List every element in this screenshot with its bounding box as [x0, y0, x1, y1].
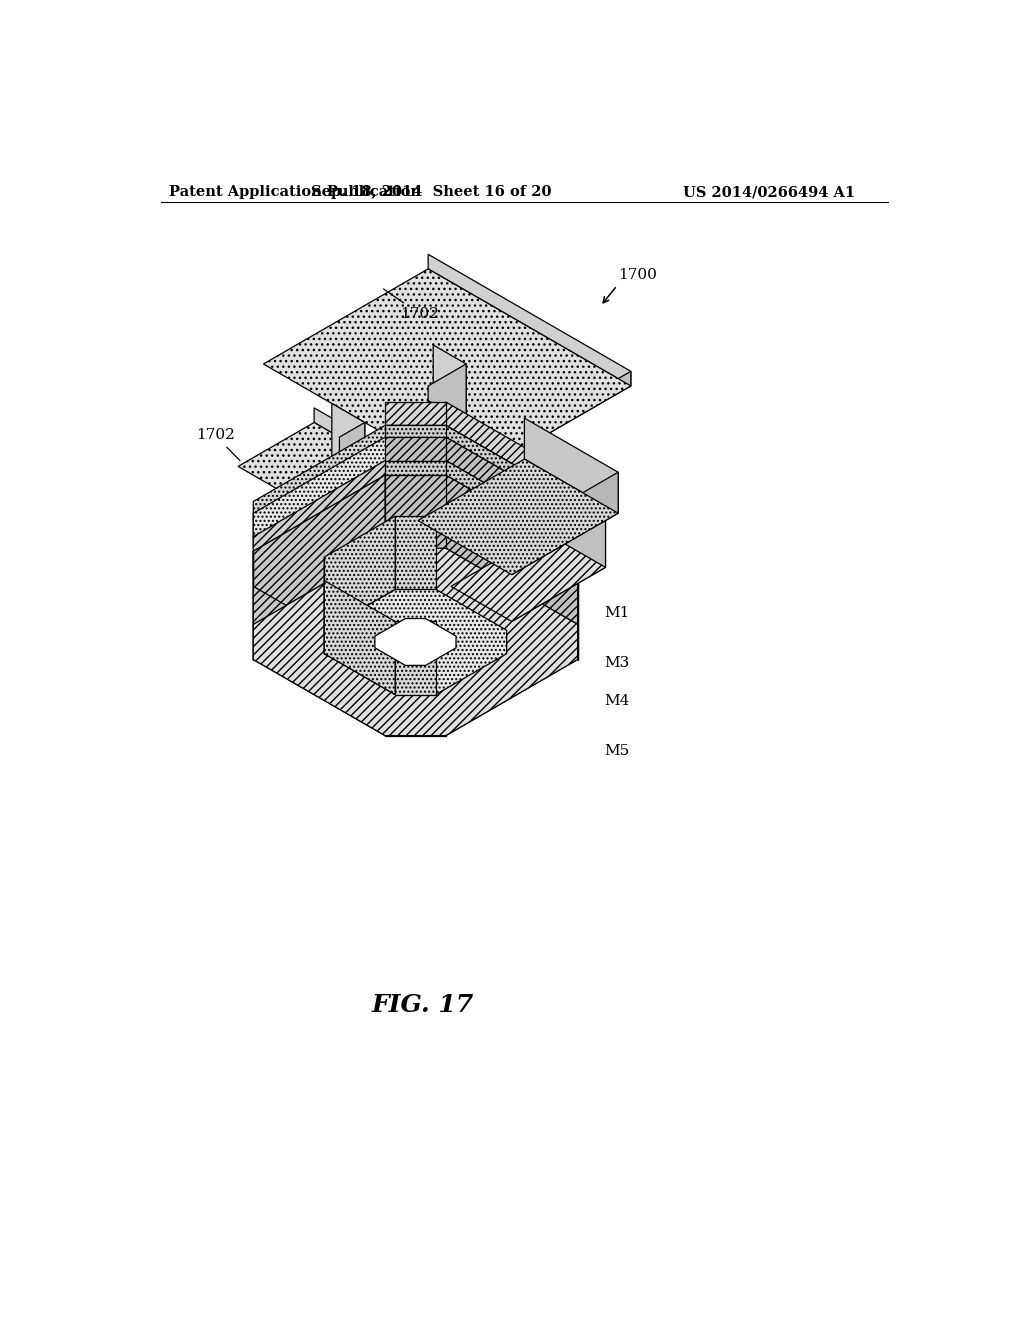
Polygon shape [325, 516, 507, 622]
Text: FIG. 17: FIG. 17 [372, 994, 474, 1018]
Polygon shape [314, 451, 390, 511]
Polygon shape [385, 461, 445, 475]
Polygon shape [385, 612, 445, 624]
Polygon shape [545, 459, 605, 568]
Polygon shape [253, 586, 385, 735]
Polygon shape [512, 473, 618, 574]
Polygon shape [385, 437, 445, 461]
Polygon shape [385, 425, 445, 437]
Polygon shape [445, 513, 578, 612]
Polygon shape [314, 408, 390, 466]
Polygon shape [395, 622, 436, 694]
Polygon shape [325, 466, 507, 572]
Polygon shape [325, 589, 507, 694]
Polygon shape [524, 418, 618, 513]
Polygon shape [325, 478, 507, 583]
Polygon shape [428, 255, 631, 385]
Polygon shape [253, 437, 578, 624]
Polygon shape [253, 461, 578, 648]
Text: Sep. 18, 2014  Sheet 16 of 20: Sep. 18, 2014 Sheet 16 of 20 [310, 185, 551, 199]
Polygon shape [445, 537, 578, 624]
Polygon shape [512, 494, 605, 622]
Polygon shape [339, 422, 365, 511]
Polygon shape [385, 475, 445, 548]
Polygon shape [253, 475, 578, 663]
Polygon shape [445, 475, 578, 624]
Polygon shape [306, 477, 365, 511]
Polygon shape [428, 400, 504, 459]
Polygon shape [385, 589, 445, 612]
Polygon shape [253, 548, 578, 735]
Polygon shape [445, 586, 578, 735]
Polygon shape [451, 532, 605, 622]
Text: M4: M4 [604, 694, 630, 709]
Polygon shape [385, 663, 445, 735]
Polygon shape [385, 624, 445, 648]
Polygon shape [263, 269, 631, 480]
Text: 1702: 1702 [384, 289, 439, 321]
Polygon shape [395, 516, 436, 589]
Polygon shape [352, 445, 504, 546]
Text: M1: M1 [604, 606, 630, 619]
Polygon shape [325, 502, 507, 607]
Polygon shape [433, 345, 466, 437]
Polygon shape [395, 418, 466, 459]
Polygon shape [325, 581, 395, 694]
Text: M5: M5 [604, 744, 630, 758]
Polygon shape [428, 364, 466, 459]
Polygon shape [253, 425, 578, 612]
Text: US 2014/0266494 A1: US 2014/0266494 A1 [683, 185, 855, 199]
Polygon shape [445, 548, 578, 648]
Text: 1702: 1702 [196, 429, 240, 461]
Polygon shape [445, 403, 578, 502]
Text: 1700: 1700 [617, 268, 656, 281]
Text: 1701: 1701 [261, 579, 314, 609]
Polygon shape [445, 461, 578, 552]
Text: 1701: 1701 [399, 682, 449, 730]
Polygon shape [375, 619, 456, 665]
Polygon shape [276, 416, 504, 546]
Polygon shape [253, 475, 385, 624]
Text: Patent Application Publication: Patent Application Publication [169, 185, 421, 199]
Polygon shape [385, 648, 445, 663]
Polygon shape [445, 437, 578, 537]
Polygon shape [445, 572, 578, 663]
Polygon shape [332, 404, 365, 496]
Polygon shape [418, 459, 618, 574]
Polygon shape [325, 516, 395, 630]
Polygon shape [239, 422, 390, 511]
Polygon shape [445, 425, 578, 513]
Text: M3: M3 [604, 656, 630, 669]
Polygon shape [466, 371, 631, 480]
Polygon shape [385, 403, 445, 425]
